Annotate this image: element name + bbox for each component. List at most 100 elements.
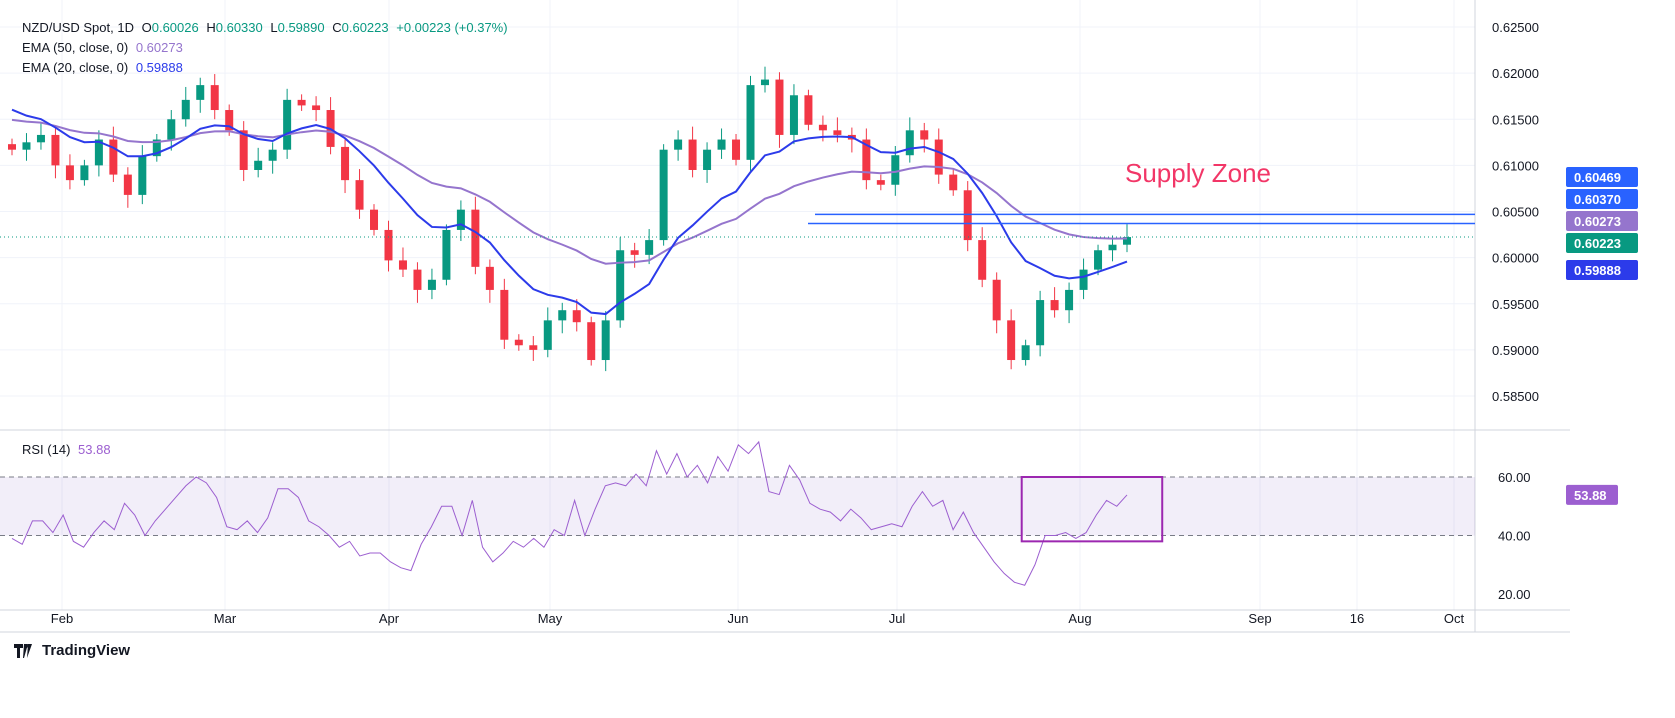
candle-down bbox=[123, 174, 132, 195]
ema50-legend[interactable]: EMA (50, close, 0) 0.60273 bbox=[22, 40, 187, 55]
rsi-tick-label: 60.00 bbox=[1498, 470, 1531, 485]
time-tick-label: May bbox=[538, 611, 563, 626]
rsi-band bbox=[0, 477, 1475, 536]
candle-up bbox=[283, 99, 292, 150]
price-tick-label: 0.59500 bbox=[1492, 297, 1539, 312]
candle-up bbox=[674, 139, 683, 150]
price-badge-label: 0.60370 bbox=[1574, 192, 1621, 207]
candle-up bbox=[94, 139, 103, 166]
candle-up bbox=[1021, 345, 1030, 361]
candle-down bbox=[992, 279, 1001, 321]
ema20-line bbox=[11, 108, 1128, 316]
candle-down bbox=[51, 134, 60, 166]
price-badge-label: 0.60223 bbox=[1574, 236, 1621, 251]
ema50-line bbox=[11, 118, 1128, 265]
price-tick-label: 0.62000 bbox=[1492, 66, 1539, 81]
price-tick-label: 0.62500 bbox=[1492, 20, 1539, 35]
rsi-tick-label: 20.00 bbox=[1498, 587, 1531, 602]
rsi-badge bbox=[1566, 484, 1618, 505]
candle-down bbox=[210, 85, 219, 111]
candle-up bbox=[138, 156, 147, 195]
candle-down bbox=[818, 124, 827, 131]
rsi-legend[interactable]: RSI (14) 53.88 bbox=[22, 442, 115, 457]
candle-down bbox=[312, 105, 321, 111]
rsi-value: 53.88 bbox=[78, 442, 111, 457]
time-tick-label: Apr bbox=[379, 611, 400, 626]
price-badge bbox=[1566, 189, 1638, 209]
candle-up bbox=[268, 149, 277, 161]
time-tick-label: Mar bbox=[214, 611, 237, 626]
time-tick-label: 16 bbox=[1350, 611, 1364, 626]
supply-zone-label: Supply Zone bbox=[1125, 158, 1271, 188]
candle-up bbox=[905, 130, 914, 156]
price-tick-label: 0.61500 bbox=[1492, 112, 1539, 127]
candle-up bbox=[1094, 250, 1103, 270]
candle-up bbox=[1065, 289, 1074, 311]
candle-up bbox=[746, 85, 755, 160]
price-badge bbox=[1566, 233, 1638, 253]
candle-down bbox=[949, 174, 958, 191]
candle-down bbox=[587, 322, 596, 361]
candle-up bbox=[659, 149, 668, 241]
rsi-badge-label: 53.88 bbox=[1574, 488, 1607, 503]
candle-down bbox=[775, 79, 784, 135]
candle-down bbox=[471, 209, 480, 267]
candle-up bbox=[601, 320, 610, 361]
candle-down bbox=[862, 139, 871, 181]
candle-down bbox=[876, 180, 885, 185]
symbol-label: NZD/USD Spot, 1D bbox=[22, 20, 134, 35]
candle-up bbox=[442, 229, 451, 280]
candle-down bbox=[920, 130, 929, 140]
candle-up bbox=[196, 85, 205, 100]
candle-up bbox=[717, 139, 726, 150]
open-label: O0.60026 bbox=[141, 20, 199, 35]
candle-up bbox=[152, 139, 161, 157]
candle-up bbox=[891, 155, 900, 185]
close-label: C0.60223 bbox=[332, 20, 389, 35]
rsi-tick-label: 40.00 bbox=[1498, 529, 1531, 544]
candle-down bbox=[8, 144, 16, 150]
candle-down bbox=[297, 99, 306, 106]
rsi-label: RSI (14) bbox=[22, 442, 71, 457]
price-tick-label: 0.61000 bbox=[1492, 158, 1539, 173]
candle-up bbox=[167, 119, 176, 140]
candle-up bbox=[1036, 300, 1045, 346]
time-tick-label: Oct bbox=[1444, 611, 1465, 626]
candle-up bbox=[703, 149, 712, 170]
candle-down bbox=[109, 139, 118, 175]
candle-up bbox=[181, 99, 190, 120]
candle-up bbox=[1079, 269, 1088, 290]
time-tick-label: Jun bbox=[728, 611, 749, 626]
change-label: +0.00223 (+0.37%) bbox=[396, 20, 508, 35]
candle-down bbox=[630, 250, 639, 255]
candle-up bbox=[760, 79, 769, 86]
rsi-line bbox=[11, 440, 1128, 586]
candle-down bbox=[500, 289, 509, 340]
candle-down bbox=[1050, 300, 1059, 311]
candle-down bbox=[355, 180, 364, 210]
candle-down bbox=[732, 139, 741, 160]
price-badge-label: 0.60273 bbox=[1574, 214, 1621, 229]
candle-down bbox=[384, 229, 393, 261]
price-badge-label: 0.59888 bbox=[1574, 263, 1621, 278]
candle-down bbox=[65, 165, 74, 181]
ema20-value: 0.59888 bbox=[135, 60, 183, 75]
price-badge-label: 0.60469 bbox=[1574, 170, 1621, 185]
price-badge bbox=[1566, 211, 1638, 231]
ema50-label: EMA (50, close, 0) bbox=[22, 40, 129, 55]
candle-down bbox=[833, 130, 842, 135]
candle-down bbox=[398, 260, 407, 270]
price-badge bbox=[1566, 260, 1638, 280]
price-tick-label: 0.58500 bbox=[1492, 389, 1539, 404]
tradingview-logo[interactable]: TradingView bbox=[14, 642, 130, 659]
candle-down bbox=[529, 345, 538, 350]
rsi-highlight-box[interactable] bbox=[1020, 476, 1164, 543]
ema20-legend[interactable]: EMA (20, close, 0) 0.59888 bbox=[22, 60, 187, 75]
candle-up bbox=[616, 250, 625, 321]
candle-down bbox=[514, 339, 523, 346]
candle-up bbox=[789, 95, 798, 135]
candle-up bbox=[645, 240, 654, 255]
candle-up bbox=[1123, 237, 1131, 245]
